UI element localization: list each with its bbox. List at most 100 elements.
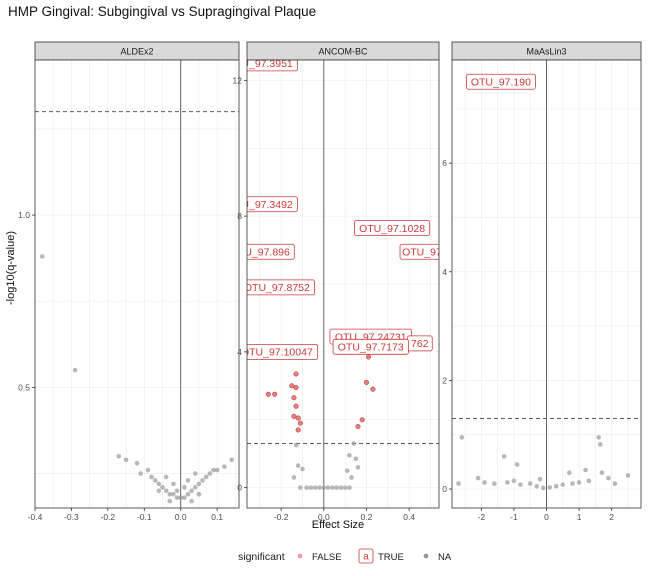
significant-point xyxy=(295,415,301,421)
otu-label: OTU_97.3951 xyxy=(227,58,293,70)
na-point xyxy=(349,475,354,480)
significant-point xyxy=(297,420,303,426)
na-point xyxy=(192,485,198,490)
na-point xyxy=(192,471,198,476)
otu-label-box xyxy=(247,343,319,360)
otu-labels: OTU_97.190 xyxy=(465,73,536,90)
otu-label-box xyxy=(247,243,295,260)
x-tick-label: 2 xyxy=(609,512,614,522)
na-point xyxy=(537,476,543,482)
na-point xyxy=(353,456,359,462)
otu-label: OTU_97.10047 xyxy=(241,347,313,359)
facet-panels: ALDEx2 -0.4 -0.3 -0.2 -0.1 0.0 0.1 0.5 1.0 ANCOM-… xyxy=(18,41,642,522)
significant-point xyxy=(291,395,297,401)
legend-label: TRUE xyxy=(378,552,404,563)
na-point xyxy=(156,481,162,487)
x-tick-label: -0.2 xyxy=(101,512,116,522)
otu-label: OTU_97.896 xyxy=(230,247,290,259)
y-tick-label: 12 xyxy=(233,75,243,85)
otu-label: OTU_97.190 xyxy=(471,77,531,89)
na-point xyxy=(222,464,227,469)
legend-key-point xyxy=(297,553,303,559)
na-point xyxy=(514,462,520,467)
na-point xyxy=(567,470,572,476)
na-point xyxy=(163,488,169,494)
y-axis-label: -log10(q-value) xyxy=(5,231,17,305)
na-point xyxy=(300,466,305,472)
na-point xyxy=(459,435,465,440)
y-tick-label: 2 xyxy=(442,375,447,385)
facet-strip-label: ANCOM-BC xyxy=(319,47,368,57)
na-point xyxy=(553,483,559,489)
x-tick-label: -1 xyxy=(510,512,518,522)
otu-label: OTU_97.1028 xyxy=(359,223,425,235)
na-point xyxy=(211,467,216,473)
na-point xyxy=(160,485,165,490)
otu-label-box xyxy=(465,73,536,90)
na-point xyxy=(325,485,331,490)
x-tick-label: 0.2 xyxy=(361,512,373,522)
na-point xyxy=(612,481,618,486)
na-point xyxy=(167,491,173,497)
y-tick-label: 6 xyxy=(442,158,447,168)
na-point xyxy=(200,478,205,483)
na-point xyxy=(347,485,352,490)
na-point xyxy=(203,474,209,480)
x-tick-label: 0.1 xyxy=(211,512,223,522)
na-point xyxy=(518,482,523,487)
y-tick-label: 0.5 xyxy=(18,382,30,392)
x-tick-label: 0 xyxy=(544,512,549,522)
na-point xyxy=(570,481,575,486)
significant-point xyxy=(272,391,278,397)
na-point xyxy=(505,480,510,485)
panel-background xyxy=(35,60,239,508)
x-tick-label: -0.4 xyxy=(28,512,43,522)
significant-point xyxy=(370,386,376,392)
x-tick-label: 0.0 xyxy=(318,512,330,522)
y-tick-label: 4 xyxy=(442,267,447,277)
na-point xyxy=(344,468,350,473)
na-point xyxy=(330,485,335,490)
na-point xyxy=(596,435,601,440)
na-point xyxy=(321,485,327,490)
na-point xyxy=(475,475,481,481)
na-point xyxy=(295,463,301,468)
na-point xyxy=(185,491,191,497)
legend-key-point xyxy=(423,553,429,559)
otu-label: 762 xyxy=(411,338,429,350)
na-point xyxy=(482,480,487,485)
na-point xyxy=(511,478,517,484)
na-point xyxy=(163,474,169,480)
legend-key-box xyxy=(358,548,374,564)
x-tick-label: 0.4 xyxy=(403,512,415,522)
na-point xyxy=(298,485,303,490)
panel-maaslin3: MaAsLin3 OTU_97.190 -2 -1 0 1 2 0 2 4 6 xyxy=(442,41,642,522)
na-point xyxy=(540,485,546,491)
na-point xyxy=(583,467,588,473)
panel-aldex2: ALDEx2 -0.4 -0.3 -0.2 -0.1 0.0 0.1 0.5 1.0 xyxy=(18,41,240,522)
legend: significant FALSE a TRUE NA xyxy=(238,548,452,564)
na-point xyxy=(338,485,344,490)
significant-point xyxy=(295,427,301,433)
significant-point xyxy=(293,384,299,391)
na-point xyxy=(189,498,194,504)
na-point xyxy=(182,495,187,500)
na-point xyxy=(576,480,582,485)
na-point xyxy=(167,498,173,504)
otu-label: OTU_97.7173 xyxy=(338,342,404,354)
na-point xyxy=(196,491,202,497)
y-tick-label: 8 xyxy=(237,211,242,221)
na-point xyxy=(72,367,78,373)
na-point xyxy=(185,478,191,483)
legend-label: NA xyxy=(438,552,452,563)
otu-label: OTU_97.3492 xyxy=(227,199,293,211)
x-tick-label: -2 xyxy=(478,512,486,522)
significant-point xyxy=(293,403,299,409)
na-point xyxy=(171,481,176,487)
na-point xyxy=(182,485,187,490)
panel-border xyxy=(246,59,440,509)
significant-point xyxy=(359,417,365,423)
na-point xyxy=(527,481,533,486)
significant-point xyxy=(366,354,372,360)
